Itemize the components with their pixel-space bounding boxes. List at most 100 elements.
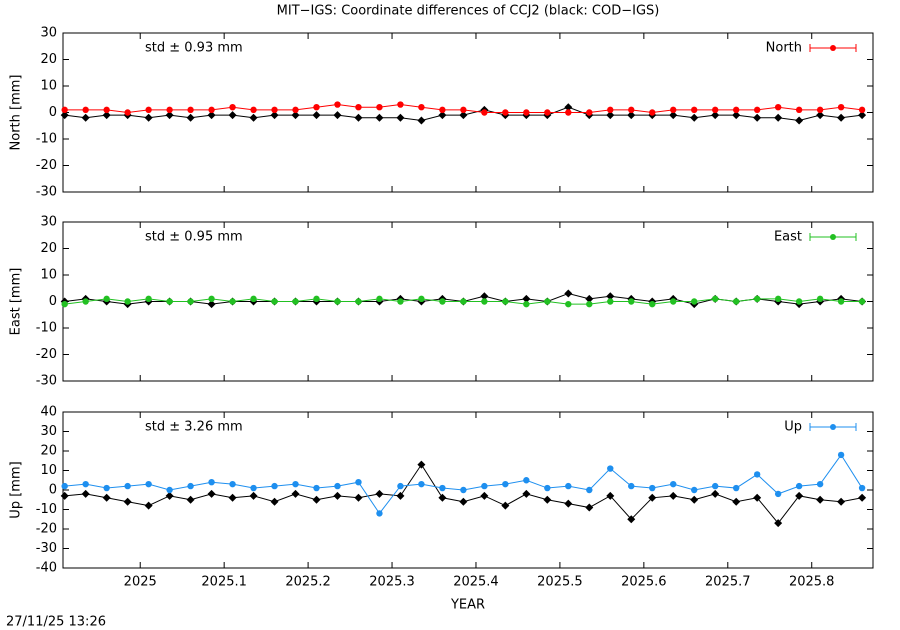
point-marker xyxy=(355,298,362,305)
point-marker xyxy=(565,109,572,116)
point-marker xyxy=(250,106,257,114)
point-marker xyxy=(186,113,195,122)
y-tick-label: -30 xyxy=(36,185,57,200)
point-marker xyxy=(61,482,68,490)
point-marker xyxy=(732,111,741,120)
x-axis-label: YEAR xyxy=(450,598,485,613)
y-axis-label: North [mm] xyxy=(9,75,24,151)
std-annotation: std ± 3.26 mm xyxy=(145,420,243,435)
point-marker xyxy=(60,111,69,120)
point-marker xyxy=(544,298,551,305)
point-marker xyxy=(124,109,131,116)
point-marker xyxy=(334,482,341,490)
point-marker xyxy=(271,298,278,305)
point-marker xyxy=(711,106,719,114)
point-marker xyxy=(292,106,299,114)
point-marker xyxy=(397,482,404,490)
point-marker xyxy=(144,113,153,122)
point-marker xyxy=(586,109,593,116)
point-marker xyxy=(334,101,341,108)
point-marker xyxy=(795,106,803,114)
point-marker xyxy=(606,491,615,500)
point-marker xyxy=(270,111,279,120)
point-marker xyxy=(691,486,698,494)
point-marker xyxy=(397,298,404,305)
point-marker xyxy=(711,111,720,120)
y-tick-label: 10 xyxy=(40,79,57,94)
point-marker xyxy=(648,493,657,502)
point-marker xyxy=(753,106,761,114)
point-marker xyxy=(795,491,804,500)
point-marker xyxy=(649,484,656,492)
point-marker xyxy=(333,491,342,500)
point-marker xyxy=(753,113,762,122)
point-marker xyxy=(166,486,173,494)
point-marker xyxy=(313,295,320,303)
point-marker xyxy=(522,294,531,303)
point-marker xyxy=(816,480,824,488)
point-marker xyxy=(207,300,216,309)
point-marker xyxy=(753,295,761,303)
point-marker xyxy=(606,292,615,301)
point-marker xyxy=(249,491,258,500)
point-marker xyxy=(187,106,194,114)
point-marker xyxy=(585,294,594,303)
plot-frame xyxy=(62,32,874,193)
point-marker xyxy=(396,491,405,500)
point-marker xyxy=(396,113,405,122)
point-marker xyxy=(166,298,173,305)
y-tick-label: 30 xyxy=(40,215,57,230)
point-marker xyxy=(858,111,867,120)
y-tick-label: -20 xyxy=(36,347,57,362)
point-marker xyxy=(670,106,677,114)
point-marker xyxy=(837,104,845,111)
y-tick-label: 20 xyxy=(40,241,57,256)
point-marker xyxy=(544,109,551,116)
point-marker xyxy=(460,298,467,305)
point-marker xyxy=(124,298,131,305)
point-marker xyxy=(312,495,321,504)
point-marker xyxy=(481,482,488,490)
point-marker xyxy=(376,104,383,111)
point-marker xyxy=(82,298,89,305)
point-marker xyxy=(439,106,446,114)
point-marker xyxy=(501,501,510,510)
point-marker xyxy=(418,295,425,303)
point-marker xyxy=(690,495,699,504)
point-marker xyxy=(816,106,824,114)
point-marker xyxy=(459,497,468,506)
point-marker xyxy=(187,298,194,305)
x-tick-label: 2025 xyxy=(124,575,157,590)
point-marker xyxy=(460,486,467,494)
y-tick-label: 40 xyxy=(40,405,57,420)
point-marker xyxy=(522,489,531,498)
point-marker xyxy=(250,295,257,303)
point-marker xyxy=(439,298,446,305)
point-marker xyxy=(565,300,572,308)
point-marker xyxy=(732,497,741,506)
chart-title: MIT−IGS: Coordinate differences of CCJ2 … xyxy=(277,4,660,19)
point-marker xyxy=(669,111,678,120)
x-tick-label: 2025.4 xyxy=(453,575,499,590)
x-tick-label: 2025.2 xyxy=(285,575,331,590)
point-marker xyxy=(564,499,573,508)
point-marker xyxy=(207,489,216,498)
point-marker xyxy=(207,111,216,120)
y-tick-label: 10 xyxy=(40,268,57,283)
point-marker xyxy=(502,109,509,116)
point-marker xyxy=(291,489,300,498)
point-marker xyxy=(774,490,782,498)
point-marker xyxy=(543,495,552,504)
legend-marker xyxy=(830,45,836,51)
point-marker xyxy=(795,298,803,305)
point-marker xyxy=(858,106,866,114)
legend-label: Up xyxy=(784,420,802,435)
point-marker xyxy=(459,111,468,120)
point-marker xyxy=(753,493,762,502)
point-marker xyxy=(816,295,824,303)
y-tick-label: 0 xyxy=(49,483,57,498)
point-marker xyxy=(753,471,761,478)
point-marker xyxy=(564,289,573,298)
point-marker xyxy=(271,482,278,490)
point-marker xyxy=(606,111,615,120)
